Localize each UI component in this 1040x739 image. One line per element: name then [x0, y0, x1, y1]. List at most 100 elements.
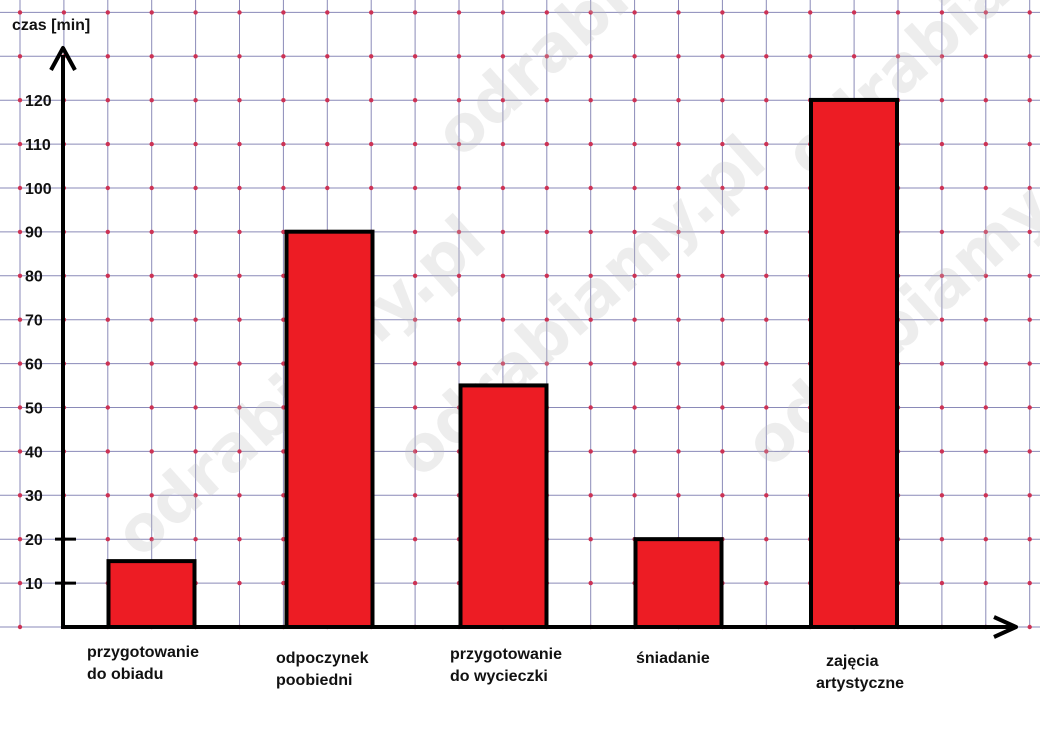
grid-dot — [632, 10, 637, 15]
grid-dot — [588, 580, 593, 586]
grid-dot — [369, 98, 374, 103]
grid-dot — [193, 98, 198, 103]
grid-dot — [676, 229, 681, 235]
grid-dot — [500, 141, 506, 147]
grid-dot — [237, 493, 242, 498]
grid-dot — [939, 54, 945, 59]
grid-dot — [237, 580, 242, 586]
grid-dot — [939, 405, 945, 410]
x-axis-arrow — [993, 615, 1018, 639]
grid-dot — [17, 185, 23, 191]
grid-dot — [17, 493, 23, 498]
grid-dot — [983, 493, 988, 498]
y-tick-label: 110 — [25, 137, 51, 154]
grid-dot — [105, 54, 111, 59]
grid-dot — [983, 54, 988, 59]
grid-dot — [544, 54, 549, 59]
bar-3 — [458, 383, 549, 629]
grid-dot — [149, 273, 154, 278]
bar-2 — [284, 229, 375, 629]
grid-dot — [720, 317, 725, 322]
grid-dot — [544, 141, 549, 147]
grid-dot — [544, 98, 549, 103]
grid-dot — [325, 98, 330, 103]
grid-dot — [281, 361, 286, 366]
grid-dot — [983, 317, 988, 322]
grid-dot — [281, 10, 286, 15]
grid-dot — [764, 141, 769, 147]
y-tick-label: 20 — [25, 532, 43, 549]
grid-dot — [676, 185, 681, 191]
grid-dot — [939, 317, 945, 322]
grid-dot — [983, 537, 988, 542]
grid-dot — [764, 580, 769, 586]
grid-dot — [237, 273, 242, 278]
grid-dot — [237, 537, 242, 542]
category-label: przygotowanie do obiadu — [87, 644, 199, 683]
grid-dot — [676, 449, 681, 454]
grid-dot — [632, 449, 637, 454]
grid-dot — [281, 537, 286, 542]
grid-dot — [676, 10, 681, 15]
grid-dot — [983, 229, 988, 235]
grid-dot — [237, 317, 242, 322]
grid-dot — [676, 493, 681, 498]
grid-dot — [983, 141, 988, 147]
category-label-line: śniadanie — [636, 650, 710, 667]
y-tick-label: 10 — [25, 576, 43, 593]
bar-5 — [809, 97, 899, 629]
grid-dot — [193, 361, 198, 366]
grid-dot — [456, 361, 462, 366]
grid-dot — [588, 273, 593, 278]
grid-dot — [764, 317, 769, 322]
grid-dot — [281, 141, 286, 147]
grid-dot — [939, 361, 945, 366]
grid-dot — [412, 98, 418, 103]
grid-dot — [1027, 10, 1032, 15]
axes — [49, 46, 1018, 639]
grid-dot — [500, 273, 506, 278]
grid-dot — [632, 317, 637, 322]
category-label-line: zajęcia — [826, 653, 879, 670]
grid-dot — [412, 361, 418, 366]
grid-dot — [105, 98, 111, 103]
grid-dot — [544, 185, 549, 191]
grid-dot — [61, 10, 67, 15]
grid-dot — [895, 54, 901, 59]
grid-dot — [325, 141, 330, 147]
grid-dot — [193, 185, 198, 191]
grid-dot — [544, 229, 549, 235]
grid-dot — [17, 273, 23, 278]
grid-dot — [325, 185, 330, 191]
grid-dot — [1027, 185, 1032, 191]
y-tick-label: 120 — [25, 93, 52, 110]
watermark-text: odrabiamy.pl — [421, 0, 820, 172]
grid-dot — [764, 229, 769, 235]
grid-dot — [237, 141, 242, 147]
grid-dot — [983, 361, 988, 366]
grid-dot — [412, 493, 418, 498]
grid-dot — [17, 141, 23, 147]
grid-dot — [939, 98, 945, 103]
grid-dot — [676, 361, 681, 366]
grid-dot — [1027, 317, 1032, 322]
grid-dot — [237, 185, 242, 191]
grid-dot — [720, 185, 725, 191]
category-label: przygotowanie do wycieczki — [450, 646, 562, 685]
grid-dot — [149, 405, 154, 410]
grid-dot — [149, 185, 154, 191]
y-tick-label: 40 — [25, 444, 43, 461]
grid-dot — [632, 229, 637, 235]
grid-dot — [193, 537, 198, 542]
grid-dot — [764, 273, 769, 278]
grid-dot — [676, 141, 681, 147]
grid-dot — [17, 229, 23, 235]
grid-dot — [632, 98, 637, 103]
grid-dot — [456, 54, 462, 59]
grid-dot — [632, 493, 637, 498]
grid-dot — [105, 10, 111, 15]
grid-dot — [851, 54, 857, 59]
grid-dot — [149, 449, 154, 454]
grid-dot — [369, 185, 374, 191]
grid-dot — [500, 10, 506, 15]
